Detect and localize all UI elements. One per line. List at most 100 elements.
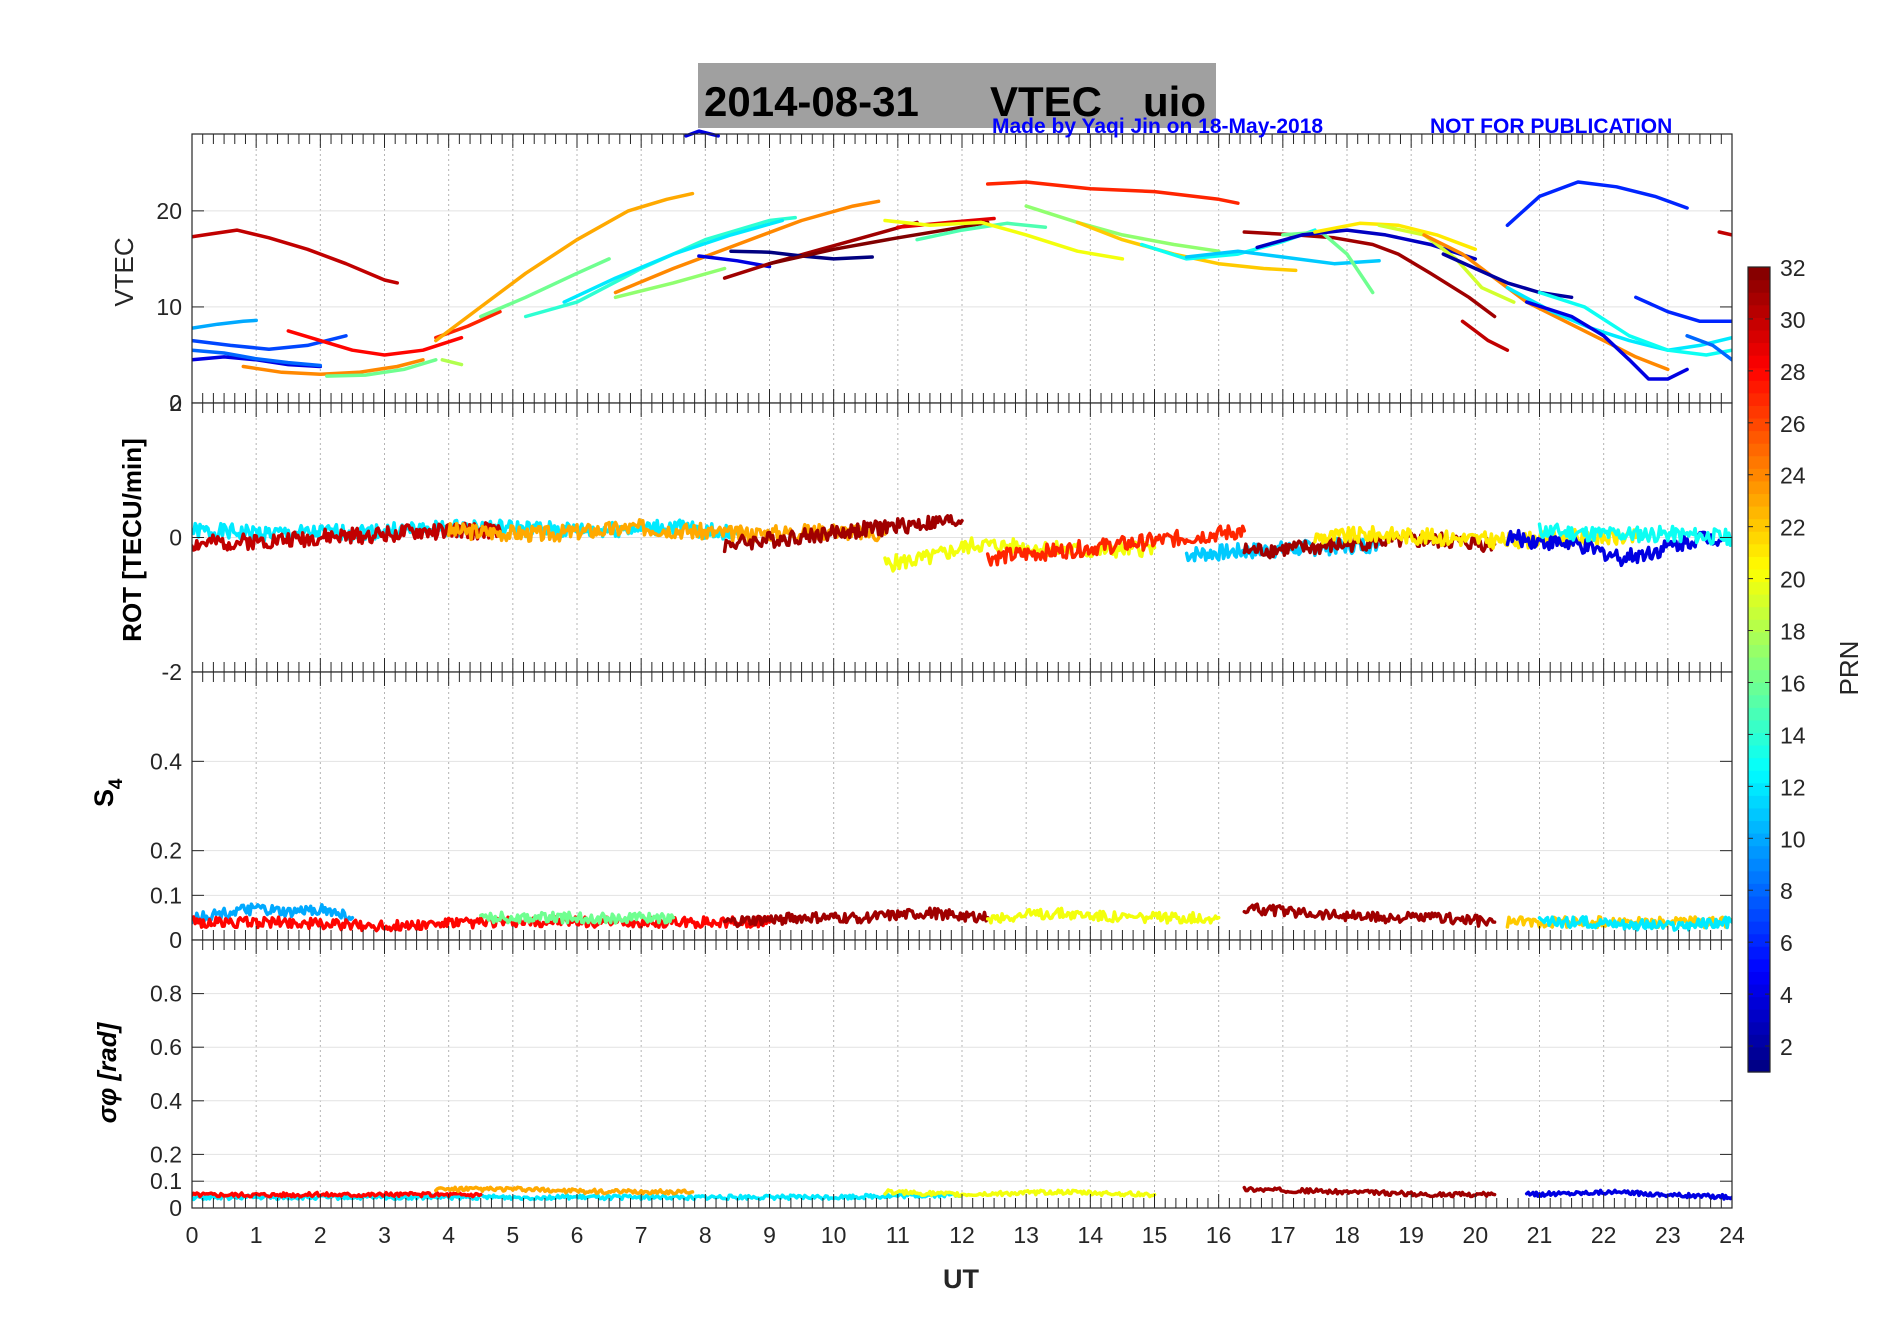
colorbar-segment <box>1748 480 1770 495</box>
s4-series-prn-22 <box>1505 915 1732 930</box>
sigma-panel: 00.10.20.40.60.80 1 2 3 4 5 6 7 8 9 10 11 12 13 14 15 16… <box>150 939 1745 1248</box>
rot-series-group <box>192 514 1732 573</box>
sigma-ytick-label: 0.6 <box>150 1034 182 1060</box>
sigma-ylabel: σφ [rad] <box>92 1021 122 1123</box>
colorbar-segment <box>1748 983 1770 998</box>
vtec-series-prn-24 <box>613 199 881 295</box>
vtec-series-prn-16 <box>479 257 611 319</box>
colorbar-segment <box>1748 594 1770 608</box>
vtec-series-prn-15 <box>915 221 1048 242</box>
x-tick-label: 15 <box>1142 1222 1168 1248</box>
s4-ylabel: S 4 <box>89 778 127 807</box>
colorbar-tick-label: 10 <box>1780 826 1806 852</box>
colorbar-tick-label: 14 <box>1780 722 1806 748</box>
title-date: 2014-08-31 <box>704 78 919 125</box>
x-tick-label: 8 <box>699 1222 712 1248</box>
rot-ytick-label: 0 <box>169 525 182 551</box>
colorbar-segment <box>1748 921 1770 935</box>
s4-ylabel-s: S <box>89 789 119 807</box>
vtec-series-prn-12 <box>562 218 785 304</box>
x-tick-label: 20 <box>1463 1222 1489 1248</box>
s4-ytick-label: 0.2 <box>150 838 182 864</box>
colorbar-segment <box>1748 1059 1770 1073</box>
colorbar-border <box>1747 266 1771 1073</box>
s4-series-prn-16 <box>479 910 676 925</box>
colorbar-segment <box>1748 1046 1770 1061</box>
vtec-series-prn-24 <box>241 358 425 376</box>
rot-series-prn-21 <box>1313 524 1638 550</box>
colorbar-tick-label: 4 <box>1780 982 1793 1008</box>
vtec-series-prn-21 <box>1313 221 1478 252</box>
sigma-series-prn-4 <box>1524 1188 1732 1201</box>
vtec-series-prn-28 <box>286 329 464 357</box>
colorbar-segment <box>1748 543 1770 557</box>
rot-series-prn-27 <box>985 524 1247 567</box>
vtec-series-prn-31 <box>722 220 919 280</box>
x-tick-label: 17 <box>1270 1222 1296 1248</box>
x-tick-label: 3 <box>378 1222 391 1248</box>
colorbar-segment <box>1748 770 1770 784</box>
x-tick-label: 12 <box>949 1222 975 1248</box>
sigma-series-prn-20 <box>883 1188 1157 1199</box>
colorbar-label: PRN <box>1834 641 1864 696</box>
colorbar-tick-label: 20 <box>1780 567 1806 593</box>
colorbar-segment <box>1748 292 1770 306</box>
colorbar-segment <box>1748 380 1770 394</box>
colorbar-segment <box>1748 619 1770 633</box>
x-tick-label: 11 <box>886 1222 910 1248</box>
rot-ylabel: ROT [TECU/min] <box>117 438 147 642</box>
colorbar-segment <box>1748 744 1770 759</box>
colorbar-segment <box>1748 669 1770 683</box>
vtec-series-prn-30 <box>1460 319 1510 352</box>
x-tick-label: 0 <box>186 1222 199 1248</box>
s4-series-prn-12 <box>1537 915 1732 932</box>
colorbar-segment <box>1748 556 1770 570</box>
vtec-panel: 0 10 20 <box>156 129 1733 416</box>
colorbar-segment <box>1748 908 1770 922</box>
colorbar-segment <box>1748 1009 1770 1023</box>
colorbar-segment <box>1748 443 1770 457</box>
s4-series-group <box>192 902 1732 933</box>
colorbar-segment <box>1748 895 1770 910</box>
s4-series-prn-20 <box>985 906 1221 925</box>
colorbar-tick-label: 2 <box>1780 1034 1793 1060</box>
rot-panel: -202 <box>162 390 1733 685</box>
colorbar-segment <box>1748 996 1770 1010</box>
x-axis-title: UT <box>943 1264 979 1294</box>
vtec-ytick-label: 10 <box>156 294 182 320</box>
x-tick-label: 7 <box>635 1222 648 1248</box>
sigma-series-prn-28 <box>192 1190 483 1199</box>
colorbar-segment <box>1748 493 1770 507</box>
vtec-series-prn-30 <box>1717 230 1732 237</box>
x-tick-label: 22 <box>1591 1222 1617 1248</box>
colorbar-segment <box>1748 870 1770 884</box>
colorbar-segment <box>1748 468 1770 482</box>
s4-series-prn-28 <box>192 915 772 933</box>
vtec-ytick-label: 0 <box>169 390 182 416</box>
colorbar-tick-label: 18 <box>1780 619 1806 645</box>
x-tick-label: 1 <box>250 1222 263 1248</box>
x-tick-label: 4 <box>442 1222 455 1248</box>
colorbar-segment <box>1748 795 1770 809</box>
colorbar-segment <box>1748 782 1770 796</box>
colorbar-segment <box>1748 1034 1770 1048</box>
title-background <box>698 63 1216 128</box>
rot-series-prn-4 <box>1505 528 1732 568</box>
colorbar-tick-label: 22 <box>1780 515 1806 541</box>
colorbar-segment <box>1748 417 1770 432</box>
colorbar-tick-label: 16 <box>1780 670 1806 696</box>
sigma-series-prn-23 <box>434 1185 695 1196</box>
vtec-series-prn-32 <box>767 220 990 266</box>
colorbar-segment <box>1748 531 1770 545</box>
colorbar-segment <box>1748 405 1770 419</box>
colorbar-segment <box>1748 694 1770 708</box>
vtec-series-prn-16 <box>325 358 438 378</box>
vtec-series-prn-11 <box>1184 249 1381 266</box>
colorbar-segment <box>1748 606 1770 620</box>
vtec-series-prn-27 <box>985 180 1240 205</box>
vtec-ytick-label: 20 <box>156 198 182 224</box>
colorbar-segment <box>1748 858 1770 872</box>
vtec-series-prn-23 <box>434 191 695 343</box>
